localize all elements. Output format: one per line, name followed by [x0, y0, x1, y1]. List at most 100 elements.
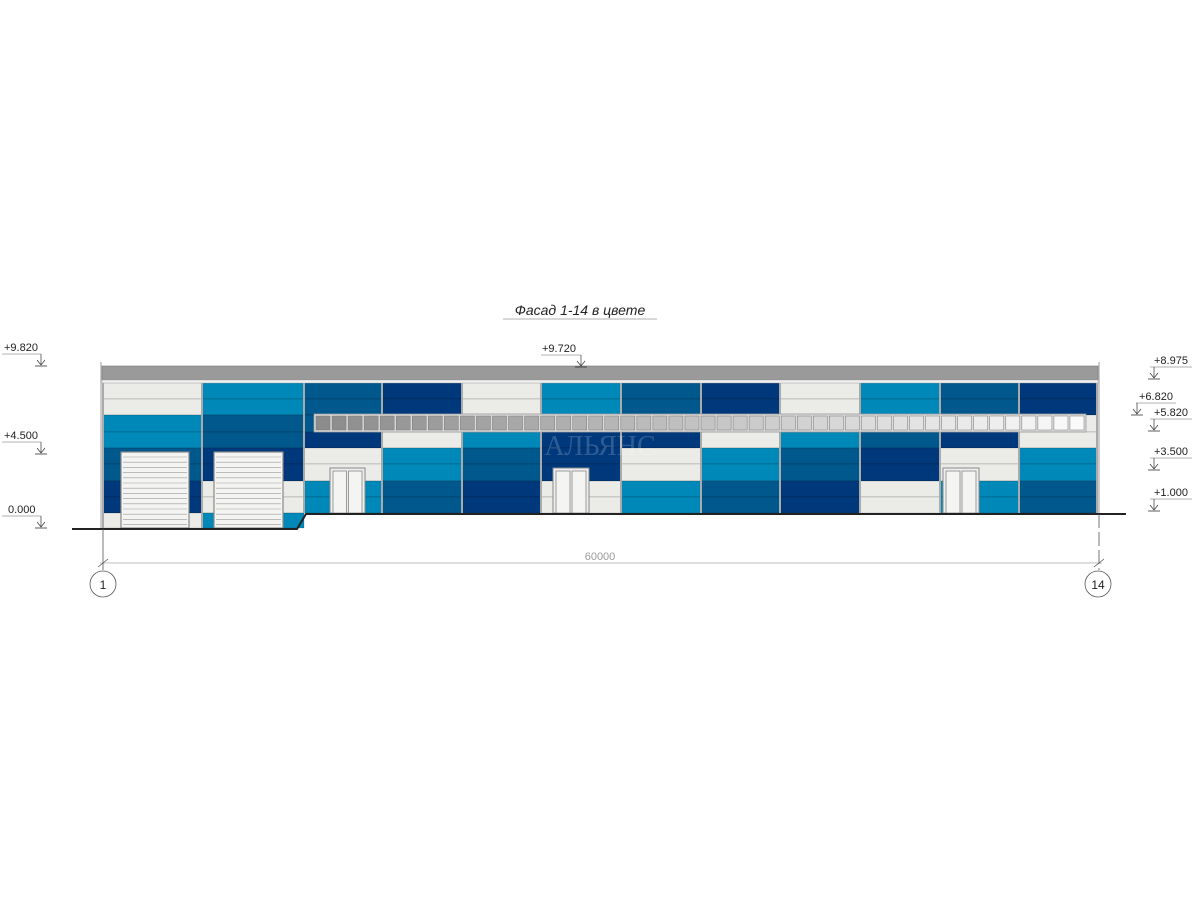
- window-pane: [492, 415, 507, 431]
- window-pane: [684, 415, 700, 431]
- elevation-label: +5.820: [1154, 407, 1188, 419]
- level-arrow-icon: [1132, 408, 1142, 415]
- wall-panel: [859, 463, 941, 482]
- window-pane: [620, 415, 636, 431]
- dimension-label: 60000: [585, 551, 616, 563]
- window-pane: [877, 415, 892, 431]
- wall-panel: [700, 398, 781, 416]
- window-pane: [460, 415, 475, 431]
- wall-panel: [779, 447, 861, 465]
- window-pane: [428, 415, 443, 431]
- wall-panel: [620, 382, 702, 400]
- rolling-gate: [120, 451, 190, 529]
- axis-marker-14: [1084, 570, 1112, 598]
- level-arrow-icon: [1149, 504, 1159, 511]
- wall-panel: [779, 496, 861, 514]
- level-arrow-icon: [1149, 463, 1159, 470]
- level-arrow-icon: [1149, 372, 1159, 379]
- window-pane: [572, 415, 587, 431]
- rolling-gate: [213, 451, 284, 529]
- window-pane: [973, 415, 988, 431]
- wall-panel: [461, 480, 542, 498]
- wall-panel: [201, 382, 305, 400]
- window-pane: [444, 415, 459, 431]
- wall-panel: [700, 431, 781, 449]
- roof-parapet: [101, 365, 1099, 381]
- wall-panel: [381, 398, 463, 416]
- wall-panel: [939, 431, 1020, 449]
- window-pane: [379, 415, 395, 431]
- window-pane: [1037, 415, 1053, 431]
- window-pane: [893, 415, 908, 431]
- window-pane: [395, 415, 411, 431]
- window-pane: [989, 415, 1005, 431]
- window-pane: [476, 415, 491, 431]
- wall-panel: [102, 414, 203, 433]
- wall-panel: [779, 382, 861, 400]
- drawing-title: Фасад 1-14 в цвете: [515, 302, 646, 318]
- wall-panel: [381, 431, 463, 449]
- elevation-label: +6.820: [1139, 391, 1173, 403]
- level-arrow-icon: [36, 447, 46, 454]
- window-pane: [363, 415, 379, 431]
- doors: [120, 451, 980, 529]
- watermark-logo: АЛЬЯНС: [544, 431, 655, 462]
- wall-panel: [201, 431, 305, 449]
- elevation-label: +3.500: [1154, 446, 1188, 458]
- elevation-label: 0.000: [8, 504, 36, 516]
- wall-panel: [859, 382, 941, 400]
- window-pane: [941, 415, 956, 431]
- wall-panel: [381, 463, 463, 482]
- window-pane: [668, 415, 684, 431]
- wall-panel: [939, 382, 1020, 400]
- wall-panel: [939, 398, 1020, 416]
- wall-panel: [102, 398, 203, 416]
- wall-panel: [381, 382, 463, 400]
- window-pane: [748, 415, 764, 431]
- window-pane: [1053, 415, 1069, 431]
- wall-panel: [461, 447, 542, 465]
- wall-panel: [620, 463, 702, 482]
- window-pane: [331, 415, 347, 431]
- window-pane: [524, 415, 539, 431]
- level-arrow-icon: [36, 359, 46, 366]
- wall-panel: [1018, 382, 1098, 400]
- elevation-label: +8.975: [1154, 355, 1188, 367]
- window-pane: [1069, 415, 1085, 431]
- wall-panel: [461, 463, 542, 482]
- wall-panel: [540, 398, 622, 416]
- window-pane: [797, 415, 812, 431]
- wall-panel: [102, 431, 203, 449]
- wall-panel: [779, 463, 861, 482]
- window-pane: [540, 415, 555, 431]
- window-pane: [829, 415, 844, 431]
- elevation-label: +4.500: [4, 430, 38, 442]
- elevation-label: +1.000: [1154, 487, 1188, 499]
- wall-panel: [939, 447, 1020, 465]
- wall-panel: [700, 480, 781, 498]
- level-arrow-icon: [1149, 424, 1159, 431]
- window-pane: [412, 415, 427, 431]
- wall-panel: [859, 480, 941, 498]
- wall-panel: [540, 382, 622, 400]
- wall-panel: [303, 398, 383, 416]
- window-pane: [813, 415, 828, 431]
- wall-panel: [102, 382, 203, 400]
- wall-panel: [779, 480, 861, 498]
- wall-panel: [461, 496, 542, 514]
- elevation-label: +9.820: [4, 342, 38, 354]
- wall-panel: [1018, 463, 1098, 482]
- window-pane: [845, 415, 860, 431]
- wall-panel: [381, 496, 463, 514]
- wall-panel: [461, 382, 542, 400]
- window-pane: [604, 415, 620, 431]
- wall-panel: [700, 447, 781, 465]
- window-pane: [556, 415, 571, 431]
- window-pane: [925, 415, 940, 431]
- wall-panel: [859, 431, 941, 449]
- window-pane: [764, 415, 780, 431]
- ground-line: [72, 513, 1126, 530]
- wall-panel: [1018, 398, 1098, 416]
- wall-panel: [381, 447, 463, 465]
- window-pane: [588, 415, 603, 431]
